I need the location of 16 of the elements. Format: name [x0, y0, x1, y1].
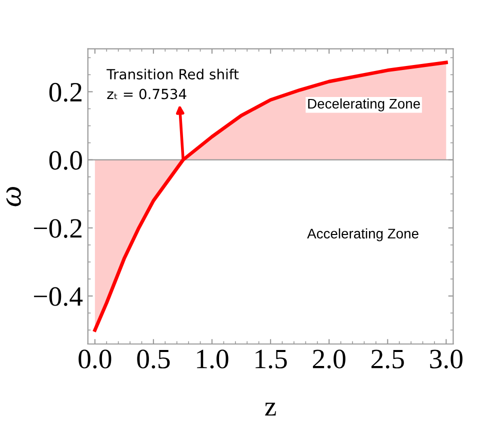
x-tick-label: 0.0	[78, 350, 112, 369]
x-axis-title: z	[265, 402, 276, 416]
x-tick-label: 0.5	[137, 350, 170, 369]
x-tick-label: 2.5	[371, 350, 404, 369]
annotation: Decelerating Zone	[308, 98, 420, 112]
y-tick-label: 0.0	[49, 150, 82, 170]
x-tick-label: 1.5	[256, 350, 287, 369]
x-tick-label: 1.0	[197, 350, 228, 369]
y-tick-label: 0.2	[49, 82, 82, 102]
x-tick-label: 3.0	[430, 350, 462, 369]
annotation: Transition Red shift zₜ = 0.7534	[106, 68, 239, 100]
annotation: Accelerating Zone	[307, 228, 418, 242]
x-tick-label: 2.0	[312, 350, 346, 369]
y-tick-label: −0.2	[34, 219, 82, 238]
y-tick-label: −0.4	[34, 287, 83, 306]
y-axis-title: ω	[6, 186, 21, 206]
